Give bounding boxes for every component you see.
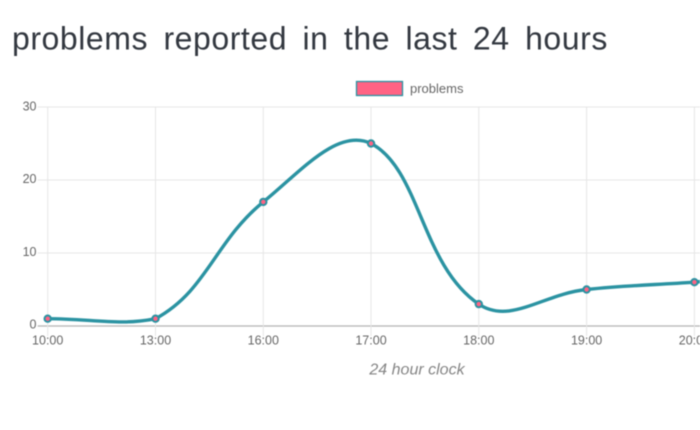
svg-text:19:00: 19:00 [571, 334, 602, 348]
svg-text:30: 30 [23, 100, 37, 114]
svg-text:0: 0 [30, 318, 37, 332]
svg-text:24 hour clock: 24 hour clock [368, 362, 465, 379]
svg-text:problems reported in the last: problems reported in the last 24 hours [12, 21, 608, 57]
svg-text:16:00: 16:00 [248, 334, 279, 348]
svg-text:13:00: 13:00 [140, 334, 171, 348]
svg-text:20:00: 20:00 [679, 334, 700, 348]
svg-text:17:00: 17:00 [355, 334, 386, 348]
svg-text:20: 20 [23, 172, 37, 186]
svg-text:problems: problems [410, 81, 464, 96]
svg-text:10:00: 10:00 [32, 334, 63, 348]
svg-text:10: 10 [23, 245, 37, 259]
svg-text:18:00: 18:00 [463, 334, 494, 348]
